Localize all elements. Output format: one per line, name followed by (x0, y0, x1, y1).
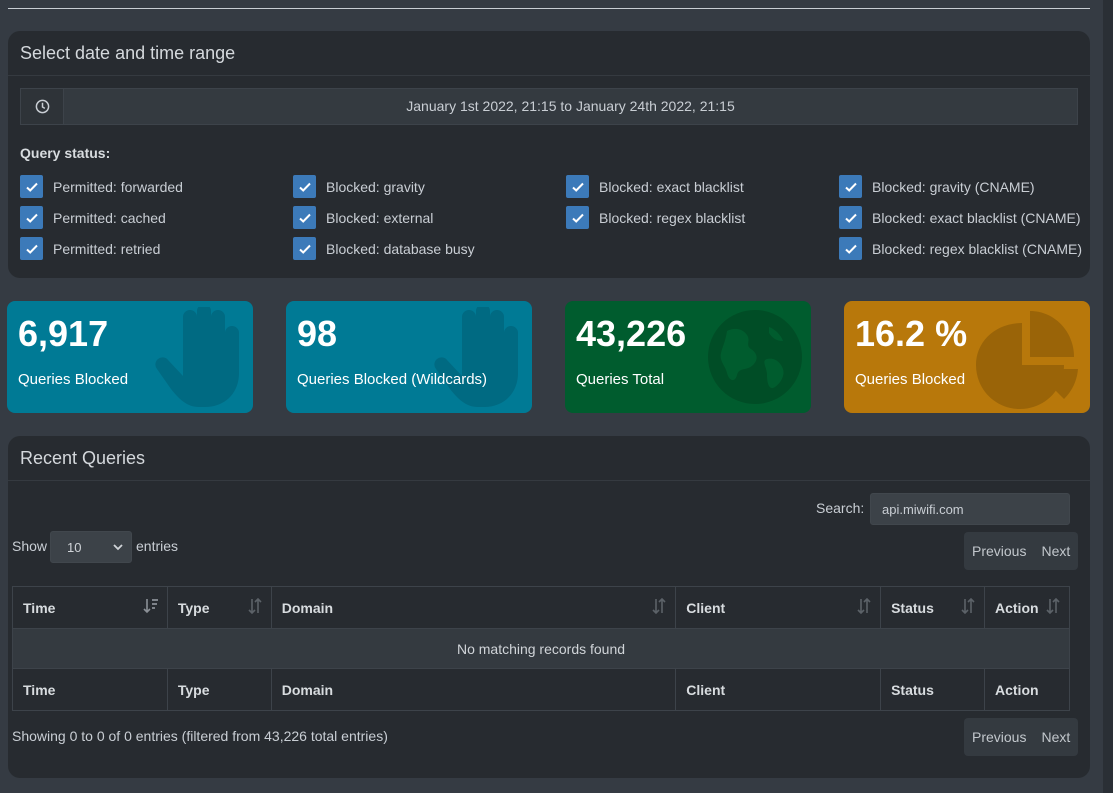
checkbox-blocked-exact-blacklist-cname[interactable]: Blocked: exact blacklist (CNAME) (839, 206, 1081, 229)
checkbox-blocked-gravity-cname[interactable]: Blocked: gravity (CNAME) (839, 175, 1035, 198)
checkbox-blocked-exact-blacklist[interactable]: Blocked: exact blacklist (566, 175, 744, 198)
stat-label: Queries Total (576, 371, 665, 388)
footer-client: Client (675, 668, 882, 711)
stat-label: Queries Blocked (Wildcards) (297, 371, 488, 388)
search-input[interactable] (870, 493, 1070, 525)
check-icon[interactable] (839, 206, 862, 229)
footer-time: Time (12, 668, 168, 711)
table-footer-row: Time Type Domain Client Status Action (12, 668, 1070, 711)
check-icon[interactable] (293, 175, 316, 198)
query-status-label: Query status: (20, 145, 111, 161)
stat-label: Queries Blocked (855, 371, 966, 388)
footer-domain: Domain (270, 668, 677, 711)
checkbox-permitted-forwarded[interactable]: Permitted: forwarded (20, 175, 183, 198)
sort-desc-icon (143, 598, 159, 617)
column-header-status[interactable]: Status (880, 586, 985, 629)
check-icon[interactable] (20, 175, 43, 198)
stat-value: 43,226 (576, 313, 687, 354)
checkbox-permitted-cached[interactable]: Permitted: cached (20, 206, 166, 229)
next-button[interactable]: Next (1041, 729, 1071, 745)
checkbox-blocked-database-busy[interactable]: Blocked: database busy (293, 237, 475, 260)
table-info: Showing 0 to 0 of 0 entries (filtered fr… (12, 728, 388, 744)
checkbox-blocked-regex-blacklist-cname[interactable]: Blocked: regex blacklist (CNAME) (839, 237, 1082, 260)
stat-value: 6,917 (18, 313, 109, 354)
date-range-title: Select date and time range (8, 31, 1090, 76)
hand-icon (434, 307, 518, 407)
previous-button[interactable]: Previous (972, 729, 1027, 745)
footer-type: Type (166, 668, 272, 711)
column-header-type[interactable]: Type (166, 586, 272, 629)
show-label: Show (12, 538, 48, 554)
top-divider (8, 8, 1090, 9)
stat-value: 98 (297, 313, 338, 354)
hand-icon (155, 307, 239, 407)
check-icon[interactable] (20, 206, 43, 229)
pagination-top: Previous Next (964, 532, 1078, 570)
check-icon[interactable] (20, 237, 43, 260)
empty-table-message: No matching records found (12, 628, 1070, 669)
clock-icon (21, 89, 64, 124)
check-icon[interactable] (566, 175, 589, 198)
recent-queries-title: Recent Queries (8, 436, 1090, 481)
stat-tile-queries-total: 43,226 Queries Total (565, 301, 811, 413)
sort-icon (247, 597, 263, 617)
table-header-row: Time Type Domain Client Status Action (12, 586, 1070, 629)
globe-icon (708, 310, 802, 404)
entries-label: entries (136, 538, 179, 554)
sort-icon (960, 597, 976, 617)
column-header-domain[interactable]: Domain (270, 586, 677, 629)
scrollbar-track[interactable] (1103, 0, 1113, 793)
stat-label: Queries Blocked (18, 371, 129, 388)
sort-icon (651, 597, 667, 617)
stat-tile-percent-blocked: 16.2 % Queries Blocked (844, 301, 1090, 413)
column-header-time[interactable]: Time (12, 586, 168, 629)
check-icon[interactable] (839, 175, 862, 198)
checkbox-blocked-external[interactable]: Blocked: external (293, 206, 433, 229)
check-icon[interactable] (293, 206, 316, 229)
stat-tile-queries-blocked: 6,917 Queries Blocked (7, 301, 253, 413)
checkbox-permitted-retried[interactable]: Permitted: retried (20, 237, 160, 260)
date-range-value[interactable]: January 1st 2022, 21:15 to January 24th … (406, 98, 735, 114)
next-button[interactable]: Next (1041, 543, 1071, 559)
check-icon[interactable] (839, 237, 862, 260)
check-icon[interactable] (566, 206, 589, 229)
stat-tile-queries-blocked-wildcards: 98 Queries Blocked (Wildcards) (286, 301, 532, 413)
sort-icon (1045, 597, 1061, 617)
pie-chart-icon (976, 311, 1078, 409)
entries-select[interactable]: 10 (50, 531, 132, 563)
column-header-client[interactable]: Client (675, 586, 882, 629)
queries-table: Time Type Domain Client Status Action No… (12, 586, 1070, 711)
chevron-down-icon (113, 544, 123, 551)
pagination-bottom: Previous Next (964, 718, 1078, 756)
stat-value: 16.2 % (855, 313, 968, 354)
date-range-picker[interactable]: January 1st 2022, 21:15 to January 24th … (20, 88, 1078, 125)
column-header-action[interactable]: Action (984, 586, 1070, 629)
sort-icon (856, 597, 872, 617)
table-row: No matching records found (12, 628, 1070, 669)
checkbox-blocked-regex-blacklist[interactable]: Blocked: regex blacklist (566, 206, 745, 229)
date-range-box: Select date and time range January 1st 2… (8, 31, 1090, 278)
check-icon[interactable] (293, 237, 316, 260)
search-label: Search: (816, 500, 865, 516)
previous-button[interactable]: Previous (972, 543, 1027, 559)
checkbox-blocked-gravity[interactable]: Blocked: gravity (293, 175, 425, 198)
footer-status: Status (880, 668, 985, 711)
entries-select-value: 10 (67, 539, 82, 555)
footer-action: Action (984, 668, 1070, 711)
